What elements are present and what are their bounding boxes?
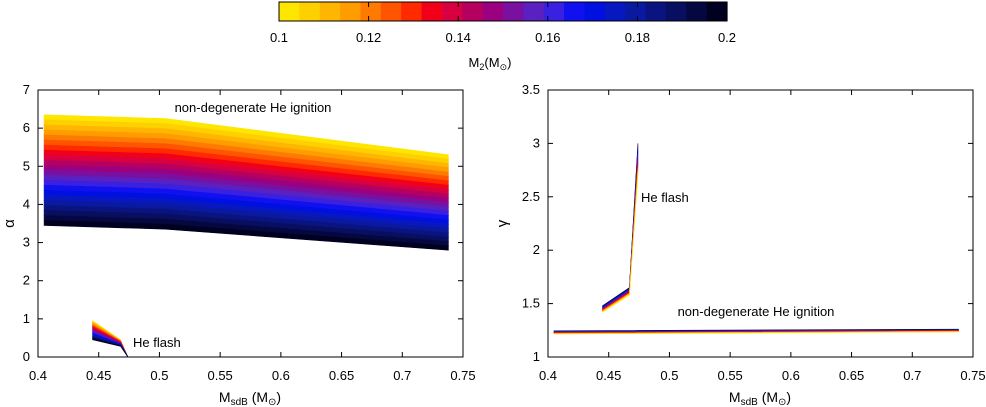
x-tick-label: 0.75 (450, 368, 475, 383)
y-tick-label: 1 (23, 311, 30, 326)
colorbar-swatch (441, 2, 463, 21)
x-tick-label: 0.65 (839, 368, 864, 383)
colorbar-swatch (340, 2, 362, 21)
colorbar-swatch (482, 2, 504, 21)
x-tick-label: 0.4 (29, 368, 47, 383)
he-flash-line (602, 143, 639, 307)
colorbar-frame (278, 1, 728, 22)
he-flash-band (92, 338, 129, 357)
plot-area (43, 114, 449, 357)
y-tick-label: 7 (23, 82, 30, 97)
he-flash-line (602, 148, 639, 308)
annotation-non-degenerate: non-degenerate He ignition (175, 100, 332, 115)
alpha-panel: 0.4 0.45 0.5 0.55 0.6 0.65 0.7 0.75 0 1 2 3 4 5 6 7 MsdB… (1, 82, 476, 407)
colorbar-swatch (564, 2, 586, 21)
gamma-panel: 0.4 0.45 0.5 0.55 0.6 0.65 0.7 0.75 1 1.5 2 2.5 3 3.5… (494, 82, 986, 407)
colorbar-ticks: 0.1 0.12 0.14 0.16 0.18 0.2 (270, 2, 736, 45)
x-tick-label: 0.6 (272, 368, 290, 383)
x-tick-label: 0.6 (782, 368, 800, 383)
x-tick-label: 0.45 (596, 368, 621, 383)
y-tick-label: 3 (533, 135, 540, 150)
colorbar-swatch (625, 2, 647, 21)
colorbar-tick-label: 0.18 (625, 30, 650, 45)
colorbar-swatch (462, 2, 484, 21)
y-tick-label: 4 (23, 196, 30, 211)
y-tick-label: 3 (23, 235, 30, 250)
colorbar-tick-label: 0.16 (535, 30, 560, 45)
x-tick-label: 0.45 (86, 368, 111, 383)
colorbar-swatch (421, 2, 443, 21)
colorbar-swatch (665, 2, 687, 21)
x-tick-label: 0.7 (903, 368, 921, 383)
plot-area (553, 143, 959, 335)
colorbar-swatch (604, 2, 626, 21)
colorbar-swatch (543, 2, 565, 21)
plot-frame (547, 89, 974, 358)
x-tick-label: 0.4 (539, 368, 557, 383)
colorbar-swatch (523, 2, 545, 21)
colorbar-swatch (503, 2, 524, 21)
colorbar-swatch (645, 2, 667, 21)
colorbar (278, 1, 728, 22)
x-axis-label: MsdB (M⊙) (729, 389, 791, 407)
colorbar-swatch (401, 2, 423, 21)
colorbar-swatch (686, 2, 708, 21)
colorbar-swatch (279, 2, 300, 21)
plot-frame (37, 89, 464, 358)
x-tick-label: 0.65 (329, 368, 354, 383)
annotation-he-flash: He flash (133, 335, 181, 350)
x-tick-label: 0.5 (660, 368, 678, 383)
colorbar-swatch (319, 2, 341, 21)
colorbar-swatch (380, 2, 402, 21)
x-tick-label: 0.75 (960, 368, 985, 383)
colorbar-tick-label: 0.14 (446, 30, 471, 45)
y-tick-label: 2 (533, 242, 540, 257)
colorbar-swatch (360, 2, 382, 21)
colorbar-tick-label: 0.12 (356, 30, 381, 45)
y-tick-label: 3.5 (522, 82, 540, 97)
he-flash-line (602, 146, 639, 308)
y-axis-label: α (1, 219, 18, 228)
annotation-non-degenerate: non-degenerate He ignition (678, 304, 835, 319)
colorbar-label: M2(M⊙) (469, 55, 512, 72)
y-axis-label: γ (494, 219, 511, 227)
x-tick-label: 0.55 (207, 368, 232, 383)
y-tick-label: 2 (23, 273, 30, 288)
colorbar-tick-label: 0.2 (718, 30, 736, 45)
non-degenerate-line (553, 331, 959, 335)
y-tick-label: 1 (533, 349, 540, 364)
x-tick-label: 0.55 (717, 368, 742, 383)
y-tick-label: 2.5 (522, 189, 540, 204)
x-tick-label: 0.7 (393, 368, 411, 383)
annotation-he-flash: He flash (641, 190, 689, 205)
y-tick-label: 1.5 (522, 296, 540, 311)
he-flash-line (602, 172, 639, 313)
y-tick-label: 6 (23, 120, 30, 135)
colorbar-tick-label: 0.1 (270, 30, 288, 45)
colorbar-swatch (706, 2, 728, 21)
x-axis-label: MsdB (M⊙) (219, 389, 281, 407)
x-tick-label: 0.5 (150, 368, 168, 383)
non-degenerate-band (43, 220, 449, 251)
colorbar-swatch (584, 2, 606, 21)
y-tick-label: 5 (23, 158, 30, 173)
y-tick-label: 0 (23, 349, 30, 364)
colorbar-swatch (299, 2, 321, 21)
